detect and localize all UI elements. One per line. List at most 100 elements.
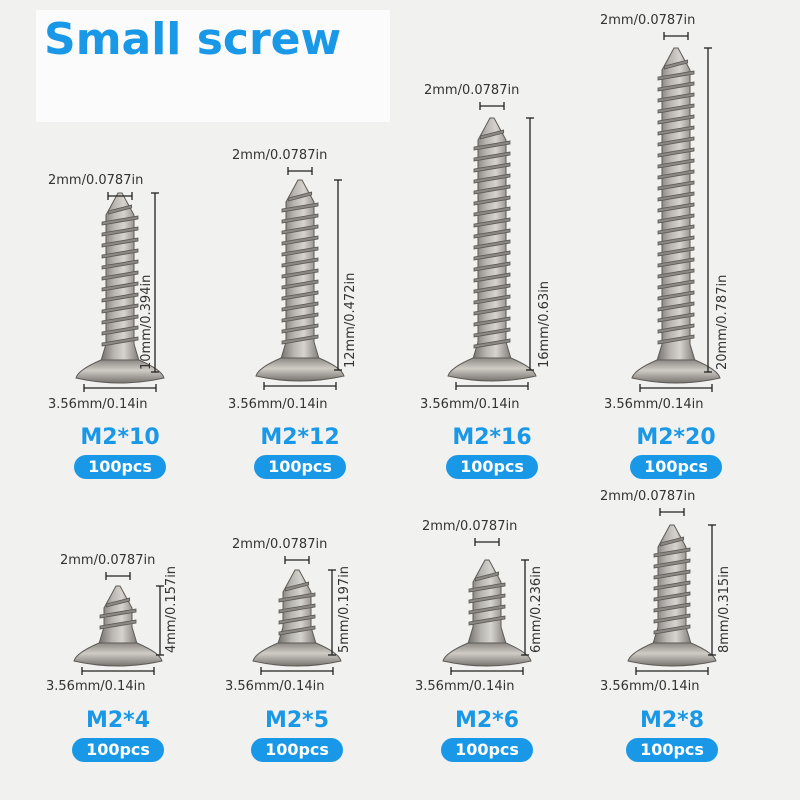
screw-thread [468,604,506,615]
head-diameter-label: 3.56mm/0.14in [48,397,148,412]
screw-thread [653,558,691,569]
tip-diameter-label: 2mm/0.0787in [232,537,328,552]
screw-thread [101,292,139,303]
screw-thread [657,213,695,224]
screw-thread [473,239,511,250]
screw-thread [473,162,511,173]
screw-thread [473,327,511,338]
screw-thread [657,147,695,158]
screw-thread [653,591,691,602]
tip-diameter-label: 2mm/0.0787in [600,489,696,504]
screw-thread [287,191,313,202]
screw-head [442,642,532,667]
screw-thread [281,279,319,290]
screw-thread [653,547,691,558]
model-label: M2*8 [639,708,704,733]
screw-thread [473,206,511,217]
screw-shank [655,47,697,365]
screw-thread [657,323,695,334]
screw-thread [284,581,310,592]
screw-head [447,357,537,382]
head-diameter-label: 3.56mm/0.14in [604,397,704,412]
screw-thread [101,336,139,347]
screw-thread [473,338,511,349]
screw-thread [473,283,511,294]
screw-thread [107,204,133,215]
length-label: 20mm/0.787in [715,274,730,370]
quantity-badge: 100pcs [254,455,346,479]
screw-thread [657,312,695,323]
screw-head [73,642,163,667]
tip-diameter-label: 2mm/0.0787in [48,173,144,188]
screw-thread [657,279,695,290]
screw-head [631,359,721,384]
model-label: M2*10 [80,425,160,450]
screw-thread [657,81,695,92]
screw-thread [473,140,511,151]
model-label: M2*12 [260,425,340,450]
length-label: 10mm/0.394in [139,274,154,370]
screw-thread [657,114,695,125]
screw-thread [281,290,319,301]
screw-thread [278,614,316,625]
screw-thread [281,312,319,323]
screw-thread [281,224,319,235]
screw-thread [468,615,506,626]
screw-thread [473,305,511,316]
screw-thread [278,603,316,614]
screw-thread [473,261,511,272]
screw-thread [473,195,511,206]
screw-thread [101,237,139,248]
screw-thread [479,129,505,140]
screw-thread [657,290,695,301]
screw-thread [281,213,319,224]
screw-thread [653,624,691,635]
length-label: 16mm/0.63in [537,280,552,368]
screw-thread [657,70,695,81]
screw-thread [101,314,139,325]
head-diameter-label: 3.56mm/0.14in [600,679,700,694]
screw-thread [468,593,506,604]
head-diameter-label: 3.56mm/0.14in [225,679,325,694]
screw-thread [473,250,511,261]
screw-thread [281,246,319,257]
quantity-badge: 100pcs [74,455,166,479]
screw-thread [657,334,695,345]
screw-thread [468,582,506,593]
length-label: 12mm/0.472in [343,272,358,368]
screw-thread [657,169,695,180]
model-label: M2*6 [454,708,519,733]
screw-shank [279,179,321,363]
screw-thread [473,151,511,162]
screw-thread [474,571,500,582]
screw-shank [471,117,513,363]
screw-thread [281,301,319,312]
screw-thread [657,191,695,202]
tip-diameter-label: 2mm/0.0787in [422,519,518,534]
screw-shank [466,559,508,648]
screw-head [627,642,717,667]
screw-thread [657,136,695,147]
head-diameter-label: 3.56mm/0.14in [415,679,515,694]
screw-thread [473,184,511,195]
model-label: M2*4 [85,708,150,733]
screw-thread [657,257,695,268]
screw-thread [657,301,695,312]
screw-thread [101,215,139,226]
screw-thread [99,608,137,619]
quantity-badge: 100pcs [251,738,343,762]
screw-thread [101,259,139,270]
screw-thread [657,125,695,136]
screw-thread [281,323,319,334]
screw-thread [473,217,511,228]
screw-shank [97,585,139,648]
screw-thread [653,602,691,613]
screw-thread [473,294,511,305]
quantity-badge: 100pcs [72,738,164,762]
screw-thread [281,257,319,268]
quantity-badge: 100pcs [626,738,718,762]
screw-head [255,357,345,382]
screw-thread [657,268,695,279]
screw-thread [473,173,511,184]
screw-thread [101,270,139,281]
